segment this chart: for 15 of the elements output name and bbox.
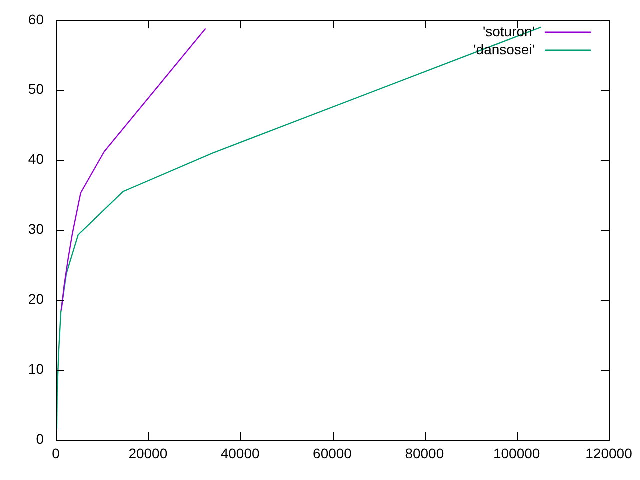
x-tick-label: 60000 [313, 445, 352, 462]
x-tick-label: 20000 [128, 445, 168, 462]
y-tick-label: 20 [28, 290, 44, 307]
legend-label: 'soturon' [482, 23, 535, 40]
x-tick-label: 40000 [220, 445, 260, 462]
y-tick-label: 50 [28, 81, 44, 98]
x-tick-label: 100000 [493, 445, 540, 462]
x-tick-label: 80000 [405, 445, 444, 462]
x-tick-label: 0 [52, 445, 60, 462]
y-tick-label: 60 [28, 11, 44, 28]
y-tick-label: 0 [36, 430, 44, 447]
y-tick-label: 30 [28, 221, 44, 238]
x-tick-label: 120000 [586, 445, 633, 462]
y-tick-label: 40 [28, 151, 44, 168]
y-tick-label: 10 [28, 360, 44, 377]
